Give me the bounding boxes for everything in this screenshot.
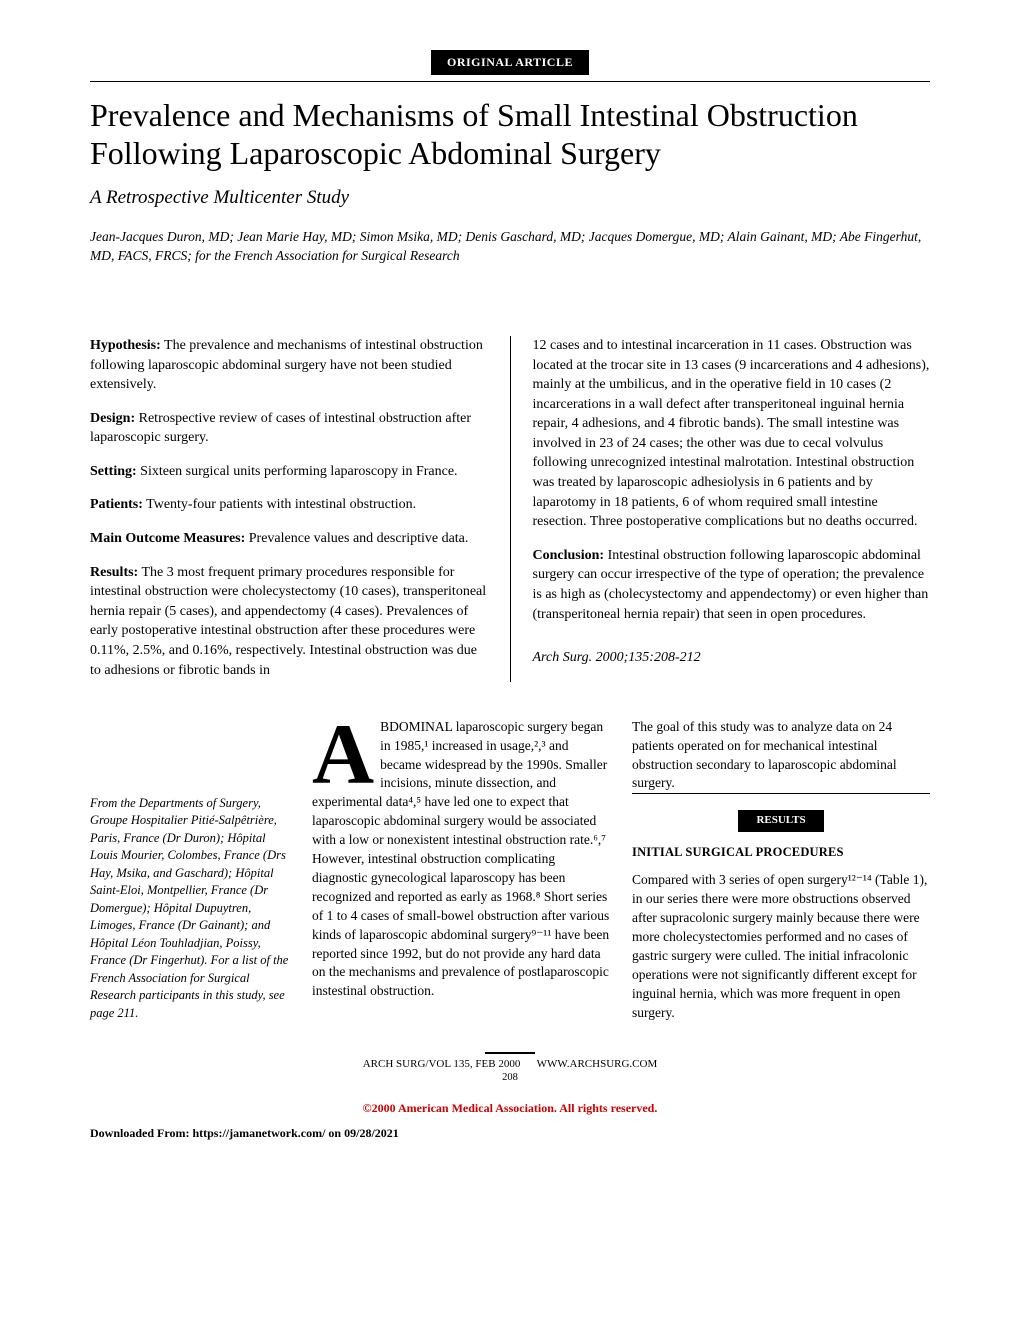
right-body-column: The goal of this study was to analyze da…	[632, 718, 930, 1023]
download-notice: Downloaded From: https://jamanetwork.com…	[90, 1126, 930, 1141]
abstract-outcome: Main Outcome Measures: Prevalence values…	[90, 529, 488, 549]
section-badge-text: ORIGINAL ARTICLE	[431, 50, 589, 75]
page-footer: ARCH SURG/VOL 135, FEB 2000 WWW.ARCHSURG…	[90, 1052, 930, 1083]
abstract-left-column: Hypothesis: The prevalence and mechanism…	[90, 336, 488, 682]
article-authors: Jean-Jacques Duron, MD; Jean Marie Hay, …	[90, 227, 930, 266]
footer-url: WWW.ARCHSURG.COM	[537, 1058, 658, 1070]
copyright-notice: ©2000 American Medical Association. All …	[90, 1101, 930, 1116]
section-badge: ORIGINAL ARTICLE	[90, 50, 930, 75]
outcome-text: Prevalence values and descriptive data.	[245, 531, 468, 546]
abstract-citation: Arch Surg. 2000;135:208-212	[533, 648, 931, 668]
abstract-divider	[510, 336, 511, 682]
footer-line: ARCH SURG/VOL 135, FEB 2000 WWW.ARCHSURG…	[90, 1058, 930, 1070]
results-label: Results:	[90, 565, 138, 580]
patients-text: Twenty-four patients with intestinal obs…	[143, 497, 416, 512]
setting-text: Sixteen surgical units performing laparo…	[137, 464, 458, 479]
abstract-hypothesis: Hypothesis: The prevalence and mechanism…	[90, 336, 488, 395]
hypothesis-label: Hypothesis:	[90, 338, 161, 353]
outcome-label: Main Outcome Measures:	[90, 531, 245, 546]
goal-paragraph: The goal of this study was to analyze da…	[632, 718, 930, 794]
design-label: Design:	[90, 411, 135, 426]
abstract-block: Hypothesis: The prevalence and mechanism…	[90, 336, 930, 682]
affiliations-column: From the Departments of Surgery, Groupe …	[90, 718, 290, 1023]
intro-paragraph: A BDOMINAL laparoscopic surgery began in…	[312, 718, 610, 1001]
dropcap-letter: A	[312, 718, 380, 786]
conclusion-label: Conclusion:	[533, 548, 605, 563]
footer-pagenum: 208	[90, 1072, 930, 1083]
article-subtitle: A Retrospective Multicenter Study	[90, 187, 930, 209]
abstract-patients: Patients: Twenty-four patients with inte…	[90, 495, 488, 515]
abstract-setting: Setting: Sixteen surgical units performi…	[90, 462, 488, 482]
initial-procedures-paragraph: Compared with 3 series of open surgery¹²…	[632, 871, 930, 1022]
affiliations-text: From the Departments of Surgery, Groupe …	[90, 795, 290, 1023]
abstract-right-column: 12 cases and to intestinal incarceration…	[533, 336, 931, 682]
footer-journal: ARCH SURG/VOL 135, FEB 2000	[363, 1058, 521, 1070]
results-badge-text: RESULTS	[738, 810, 823, 831]
intro-column: A BDOMINAL laparoscopic surgery began in…	[312, 718, 610, 1023]
top-rule	[90, 81, 930, 82]
patients-label: Patients:	[90, 497, 143, 512]
abstract-design: Design: Retrospective review of cases of…	[90, 409, 488, 448]
abstract-continuation: 12 cases and to intestinal incarceration…	[533, 336, 931, 532]
footer-rule	[485, 1052, 535, 1054]
design-text: Retrospective review of cases of intesti…	[90, 411, 471, 446]
abstract-conclusion: Conclusion: Intestinal obstruction follo…	[533, 546, 931, 624]
results-rule	[632, 793, 930, 794]
body-section: From the Departments of Surgery, Groupe …	[90, 718, 930, 1023]
article-title: Prevalence and Mechanisms of Small Intes…	[90, 96, 930, 173]
results-badge: RESULTS	[632, 810, 930, 831]
setting-label: Setting:	[90, 464, 137, 479]
subhead-initial-procedures: INITIAL SURGICAL PROCEDURES	[632, 844, 930, 862]
results-text: The 3 most frequent primary procedures r…	[90, 565, 486, 678]
abstract-results: Results: The 3 most frequent primary pro…	[90, 563, 488, 681]
